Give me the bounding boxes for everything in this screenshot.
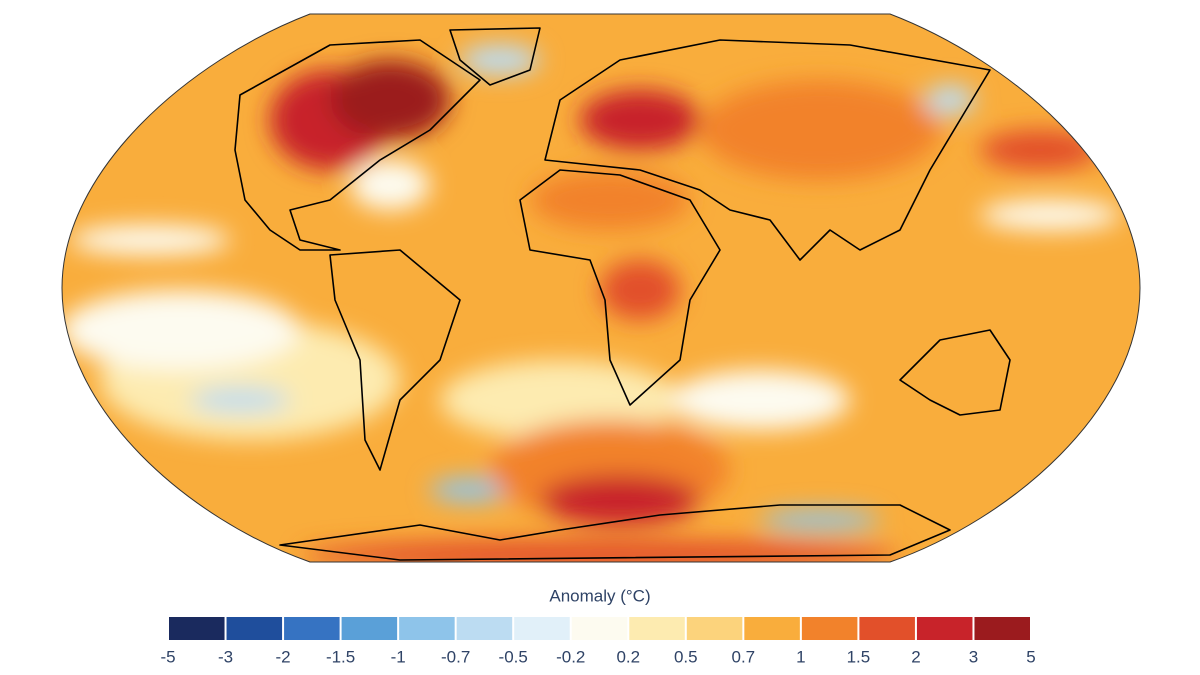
colorbar: -5 -3 -2 -1.5 -1 -0.7 -0.5 -0.2 0.2 0.5 0.7 1 1.5 2 3 5 xyxy=(160,617,1036,666)
colorbar-tick-label: 2 xyxy=(911,647,920,666)
colorbar-tick-label: 1.5 xyxy=(847,647,871,666)
colorbar-swatch xyxy=(571,617,628,640)
colorbar-swatch xyxy=(801,617,858,640)
colorbar-swatch xyxy=(916,617,973,640)
colorbar-swatch xyxy=(226,617,283,640)
colorbar-tick-label: 0.5 xyxy=(674,647,698,666)
colorbar-swatch xyxy=(629,617,685,640)
colorbar-tick-label: -0.5 xyxy=(499,647,528,666)
colorbar-tick-label: -2 xyxy=(276,647,291,666)
colorbar-tick-label: 5 xyxy=(1026,647,1035,666)
colorbar-swatch xyxy=(399,617,455,640)
colorbar-swatch xyxy=(974,617,1030,640)
colorbar-tick-label: -1 xyxy=(391,647,406,666)
colorbar-tick-label: 3 xyxy=(969,647,978,666)
map-border xyxy=(61,13,1141,563)
colorbar-swatch xyxy=(169,617,225,640)
colorbar-tick-label: -1.5 xyxy=(326,647,355,666)
colorbar-tick-label: 0.7 xyxy=(732,647,756,666)
colorbar-swatch xyxy=(456,617,513,640)
colorbar-tick-label: 0.2 xyxy=(616,647,640,666)
map xyxy=(62,14,1140,562)
colorbar-tick-label: -0.7 xyxy=(441,647,470,666)
colorbar-swatch xyxy=(514,617,570,640)
colorbar-swatch xyxy=(284,617,340,640)
colorbar-tick-label: -3 xyxy=(218,647,233,666)
colorbar-swatch xyxy=(744,617,800,640)
colorbar-tick-label: -5 xyxy=(160,647,175,666)
colorbar-swatch xyxy=(686,617,743,640)
colorbar-title: Anomaly (°C) xyxy=(549,586,650,605)
colorbar-swatch xyxy=(341,617,398,640)
colorbar-tick-label: -0.2 xyxy=(556,647,585,666)
colorbar-swatch xyxy=(859,617,915,640)
colorbar-tick-label: 1 xyxy=(796,647,805,666)
